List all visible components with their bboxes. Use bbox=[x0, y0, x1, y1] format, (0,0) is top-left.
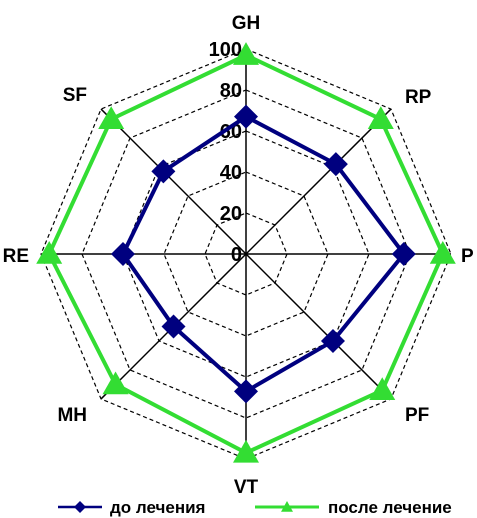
tick-label: 20 bbox=[220, 203, 242, 225]
data-point-diamond bbox=[234, 104, 258, 129]
grid-ring bbox=[81, 89, 411, 419]
category-label: RP bbox=[405, 87, 432, 108]
category-labels: GH RP P PF VT MH RE SF bbox=[3, 13, 474, 498]
category-label: RE bbox=[3, 246, 29, 267]
spoke bbox=[245, 253, 392, 400]
data-point-triangle bbox=[233, 439, 259, 463]
radar-grid bbox=[40, 48, 452, 460]
data-point-diamond bbox=[320, 328, 345, 353]
data-point-triangle bbox=[429, 241, 456, 264]
data-point-triangle bbox=[233, 42, 259, 65]
category-label: MH bbox=[57, 405, 87, 426]
legend-marker-diamond bbox=[74, 501, 86, 513]
legend: до лечения после лечение bbox=[58, 498, 452, 517]
tick-label: 0 bbox=[231, 244, 242, 266]
tick-label: 40 bbox=[220, 162, 242, 184]
tick-label: 80 bbox=[220, 80, 242, 102]
category-label: P bbox=[461, 246, 474, 267]
radial-tick-labels: 0 20 40 60 80 100 bbox=[209, 39, 242, 266]
data-point-diamond bbox=[161, 314, 186, 339]
data-point-diamond bbox=[391, 242, 416, 266]
data-point-diamond bbox=[151, 159, 176, 184]
legend-label: до лечения bbox=[110, 498, 205, 517]
category-label: PF bbox=[405, 405, 429, 426]
data-point-triangle bbox=[102, 371, 129, 395]
grid-ring bbox=[40, 48, 452, 460]
category-label: GH bbox=[232, 13, 261, 34]
data-point-triangle bbox=[367, 106, 394, 129]
data-point-diamond bbox=[234, 379, 258, 404]
radar-series bbox=[36, 42, 456, 463]
data-point-diamond bbox=[323, 152, 348, 177]
data-point-triangle bbox=[98, 106, 125, 129]
tick-label: 100 bbox=[209, 39, 242, 61]
spoke bbox=[100, 108, 247, 255]
category-label: VT bbox=[234, 477, 259, 498]
legend-label: после лечение bbox=[328, 498, 452, 517]
spoke bbox=[245, 108, 392, 255]
data-point-diamond bbox=[111, 242, 135, 266]
category-label: SF bbox=[63, 85, 87, 106]
data-point-triangle bbox=[36, 241, 63, 264]
data-point-triangle bbox=[369, 377, 396, 401]
tick-label: 60 bbox=[220, 121, 242, 143]
legend-marker-triangle bbox=[281, 501, 293, 512]
